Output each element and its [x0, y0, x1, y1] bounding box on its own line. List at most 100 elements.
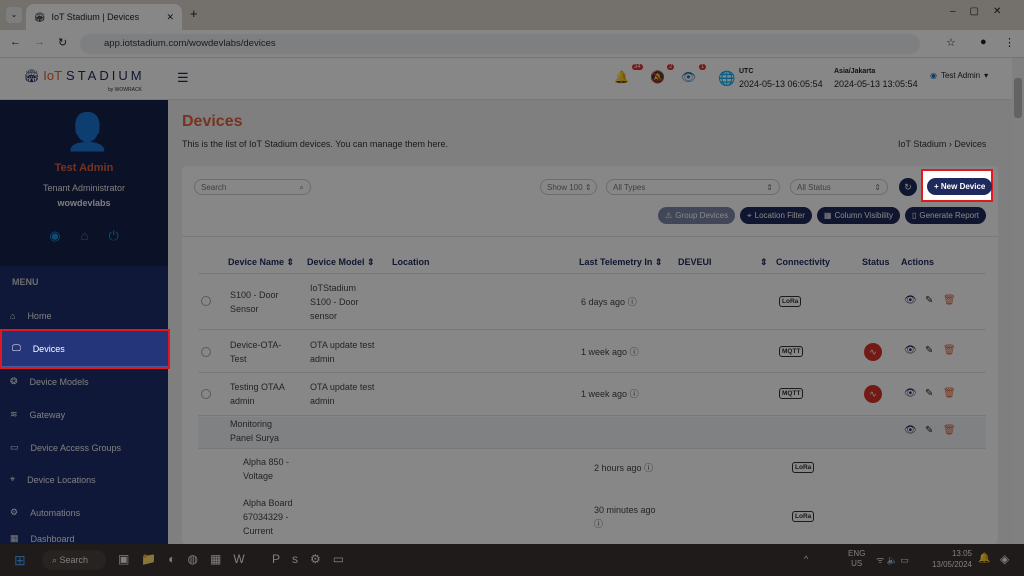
table-icon: ▦: [823, 211, 832, 220]
view-icon[interactable]: 👁: [904, 295, 917, 306]
deveui-sort-icon[interactable]: ⇕: [760, 257, 768, 267]
show-value: Show 100: [547, 183, 583, 192]
row-checkbox[interactable]: [201, 389, 211, 399]
show-select[interactable]: Show 100 ⇕: [540, 179, 597, 195]
tab-search-button[interactable]: ⌄: [6, 7, 22, 23]
stadium-logo-icon: 🏟: [24, 68, 40, 83]
app-header: 🏟 IoT STADIUM by WOWRACK ☰ 🔔 34 🔕 2 👁 1 …: [0, 58, 1012, 100]
location-pin-icon: ⌖: [747, 210, 752, 220]
delete-icon[interactable]: 🗑: [943, 295, 956, 306]
sidebar-item-automations[interactable]: ⚙ Automations: [0, 496, 168, 529]
view-icon[interactable]: 👁: [904, 425, 917, 436]
hamburger-menu-icon[interactable]: ☰: [177, 70, 189, 85]
start-icon[interactable]: ⊞: [14, 552, 26, 568]
help-icon[interactable]: ⓘ: [627, 297, 637, 307]
view-icon[interactable]: 👁: [904, 345, 917, 356]
caret-down-icon: ▾: [984, 71, 989, 80]
refresh-button[interactable]: ↻: [899, 178, 917, 196]
sidebar-item-dashboard[interactable]: ▦ Dashboard: [0, 529, 168, 544]
profile-role: Tenant Administrator: [42, 183, 126, 193]
reload-icon[interactable]: ↻: [58, 37, 68, 49]
generate-report-button[interactable]: ▯ Generate Report: [905, 207, 986, 224]
document-icon: ▯: [912, 211, 917, 220]
edit-icon[interactable]: ✎: [925, 388, 934, 399]
device-name[interactable]: S100 - Door Sensor: [230, 290, 279, 314]
row-checkbox[interactable]: [201, 296, 211, 306]
delete-icon[interactable]: 🗑: [943, 345, 956, 356]
timezone-label: Asia/Jakarta: [834, 68, 876, 75]
sidebar-item-device-locations[interactable]: ⌖ Device Locations: [0, 463, 168, 496]
clock[interactable]: 13.05 13/05/2024: [931, 549, 972, 569]
close-tab-icon[interactable]: ✕: [166, 11, 174, 22]
table-row: [198, 331, 986, 373]
device-name[interactable]: Device-OTA-Test: [230, 340, 282, 364]
button-label: Column Visibility: [834, 211, 893, 220]
breadcrumb-root[interactable]: IoT Stadium: [898, 139, 947, 149]
delete-icon[interactable]: 🗑: [943, 425, 956, 436]
help-icon[interactable]: ⓘ: [644, 463, 654, 473]
taskbar-search[interactable]: ⌕ Search: [42, 550, 106, 570]
new-tab-button[interactable]: +: [190, 6, 198, 21]
edit-icon[interactable]: ✎: [925, 425, 934, 436]
device-name[interactable]: Testing OTAA admin: [230, 382, 285, 406]
wifi-volume-battery-icons[interactable]: ᯤ 🔈 ▭: [876, 555, 909, 565]
browser-tab-bar: ⌄ 🏟 IoT Stadium | Devices ✕ + –▢✕: [0, 0, 1024, 30]
edit-icon[interactable]: ✎: [925, 295, 934, 306]
bookmark-star-icon[interactable]: ☆: [946, 37, 956, 49]
taskbar-apps[interactable]: ▣📁◐◍▦W Ps⚙▭: [118, 552, 357, 566]
type-select[interactable]: All Types ⇕: [606, 179, 780, 195]
language-indicator[interactable]: ENG US: [848, 549, 866, 568]
row-checkbox[interactable]: [201, 347, 211, 357]
sidebar-item-device-access-groups[interactable]: ▭ Device Access Groups: [0, 431, 168, 464]
home-switch-icon[interactable]: ⌂: [80, 228, 89, 243]
help-icon[interactable]: ⓘ: [594, 519, 604, 529]
page-subtitle: This is the list of IoT Stadium devices.…: [182, 139, 448, 149]
column-visibility-button[interactable]: ▦ Column Visibility: [816, 207, 900, 224]
connectivity-badge: LoRa: [792, 511, 815, 522]
sidebar-item-gateway[interactable]: ≋ Gateway: [0, 398, 168, 431]
bell-icon[interactable]: 🔔: [614, 70, 629, 84]
delete-icon[interactable]: 🗑: [943, 388, 956, 399]
location-filter-button[interactable]: ⌖ Location Filter: [740, 207, 812, 224]
help-icon[interactable]: ⓘ: [629, 347, 639, 357]
group-devices-button[interactable]: ⚠ Group Devices: [658, 207, 736, 224]
logo-by: by WOWRACK: [108, 87, 142, 93]
last-telemetry: 1 week ago ⓘ: [581, 347, 639, 357]
browser-tab[interactable]: 🏟 IoT Stadium | Devices ✕: [26, 4, 182, 30]
view-icon[interactable]: 👁: [904, 388, 917, 399]
timezone-time: 2024-05-13 13:05:54: [834, 79, 918, 89]
sidebar-item-devices[interactable]: 🖵 Devices: [2, 331, 168, 367]
new-device-button[interactable]: + New Device: [927, 178, 993, 195]
power-icon[interactable]: ⏻: [108, 228, 119, 243]
help-icon[interactable]: ⓘ: [629, 389, 639, 399]
back-icon[interactable]: ←: [10, 36, 21, 48]
status-select[interactable]: All Status ⇕: [790, 179, 888, 195]
menu-icon[interactable]: ⋮: [1004, 37, 1015, 49]
eye-icon[interactable]: 👁: [681, 70, 697, 84]
logo: 🏟 IoT STADIUM: [24, 68, 145, 83]
user-menu[interactable]: ◉ Test Admin ▾: [930, 71, 988, 80]
sidebar-item-label: Automations: [30, 507, 81, 518]
device-name[interactable]: Alpha 850 - Voltage: [243, 457, 290, 481]
sidebar-item-home[interactable]: ⌂ Home: [0, 299, 168, 332]
scrollbar[interactable]: [1012, 58, 1024, 544]
column-header-device-name[interactable]: Device Name ⇕: [228, 257, 295, 267]
tray-chevron-icon[interactable]: ^: [804, 554, 809, 564]
notification-bell-icon[interactable]: 🔔: [978, 553, 991, 564]
column-header-device-model[interactable]: Device Model ⇕: [307, 257, 375, 267]
profile-icon[interactable]: ◉: [49, 228, 61, 243]
forward-icon[interactable]: →: [34, 36, 45, 48]
alert-off-icon[interactable]: 🔕: [650, 70, 665, 84]
user-avatar-icon: ◉: [930, 71, 937, 80]
device-group-name[interactable]: Monitoring Panel Surya: [230, 419, 280, 443]
column-header-actions: Actions: [901, 257, 935, 267]
copilot-icon[interactable]: ◈: [1000, 552, 1010, 566]
device-name[interactable]: Alpha Board 67034329 - Current: [243, 498, 293, 536]
search-input[interactable]: Search ⌕: [194, 179, 311, 195]
window-controls[interactable]: –▢✕: [950, 6, 1016, 17]
url-input[interactable]: app.iotstadium.com/wowdevlabs/devices: [80, 34, 920, 54]
profile-icon[interactable]: ●: [980, 36, 987, 48]
column-header-last-telemetry[interactable]: Last Telemetry In ⇕: [579, 257, 663, 267]
sidebar-item-device-models[interactable]: ❂ Device Models: [0, 365, 168, 398]
edit-icon[interactable]: ✎: [925, 345, 934, 356]
